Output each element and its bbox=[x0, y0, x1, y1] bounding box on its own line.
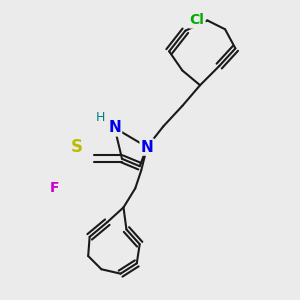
Text: N: N bbox=[141, 140, 153, 154]
Text: N: N bbox=[108, 120, 121, 135]
Text: H: H bbox=[95, 111, 105, 124]
Text: F: F bbox=[50, 181, 59, 195]
Text: S: S bbox=[70, 138, 83, 156]
Text: Cl: Cl bbox=[190, 14, 205, 27]
